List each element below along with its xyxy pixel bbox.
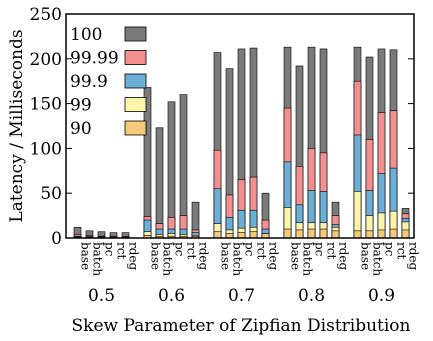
- bar-0.9-batch-p90: [365, 230, 374, 239]
- y-tick-label: 150: [30, 95, 62, 115]
- method-label: pc: [103, 242, 117, 257]
- method-label: batch: [301, 242, 315, 276]
- method-label: batch: [91, 242, 105, 276]
- bar-0.8-batch-p90: [295, 229, 304, 239]
- method-label: rdeg: [337, 242, 351, 271]
- method-label: pc: [313, 242, 327, 257]
- y-tick-label: 50: [40, 184, 62, 204]
- group-label: 0.6: [158, 286, 185, 306]
- method-label: base: [79, 242, 93, 270]
- method-label: rdeg: [127, 242, 141, 271]
- method-label: base: [359, 242, 373, 270]
- method-label: batch: [231, 242, 245, 276]
- y-tick-label: 250: [30, 5, 62, 25]
- method-label: base: [219, 242, 233, 270]
- bar-0.7-rct-p90: [249, 231, 258, 239]
- legend-label: 90: [70, 119, 92, 139]
- group-label: 0.5: [88, 286, 115, 306]
- bar-0.6-batch-p100: [155, 127, 164, 239]
- method-label: batch: [161, 242, 175, 276]
- y-axis: 0 50 100 150 200 250: [30, 5, 414, 249]
- legend-swatch: [124, 50, 147, 65]
- method-label: rct: [325, 242, 339, 259]
- method-label: rdeg: [267, 242, 281, 271]
- bars-layer: [73, 46, 410, 239]
- group-label: 0.9: [368, 286, 395, 306]
- y-tick-label: 100: [30, 139, 62, 159]
- group-label: 0.7: [228, 286, 255, 306]
- x-axis: basebatchpcrctrdeg0.5basebatchpcrctrdeg0…: [79, 242, 421, 306]
- bar-0.7-base-p90: [213, 231, 222, 239]
- legend-swatch: [124, 26, 147, 42]
- legend: 100 99.99 99.9 99 90: [70, 25, 147, 139]
- method-label: rdeg: [407, 242, 421, 271]
- legend-swatch: [124, 97, 147, 112]
- bar-0.9-rdeg-p90: [401, 229, 410, 239]
- method-label: rct: [255, 242, 269, 259]
- bar-0.8-base-p90: [283, 228, 292, 239]
- method-label: pc: [173, 242, 187, 257]
- bar-0.9-pc-p90: [377, 229, 386, 239]
- legend-swatch: [124, 73, 147, 89]
- method-label: base: [149, 242, 163, 270]
- bar-0.8-pc-p90: [307, 228, 316, 239]
- y-tick-label: 200: [30, 50, 62, 70]
- method-label: pc: [243, 242, 257, 257]
- method-label: rct: [185, 242, 199, 259]
- legend-label: 99.9: [70, 72, 108, 92]
- bar-0.7-pc-p90: [237, 232, 246, 239]
- legend-label: 100: [70, 25, 102, 45]
- method-label: rct: [395, 242, 409, 259]
- method-label: pc: [383, 242, 397, 257]
- legend-label: 99: [70, 96, 92, 116]
- x-axis-label: Skew Parameter of Zipfian Distribution: [72, 316, 411, 336]
- method-label: rdeg: [197, 242, 211, 271]
- legend-swatch: [124, 120, 147, 136]
- y-axis-label: Latency / Milliseconds: [7, 29, 27, 222]
- bar-0.8-rct-p90: [319, 228, 328, 239]
- group-label: 0.8: [298, 286, 325, 306]
- method-label: rct: [115, 242, 129, 259]
- plot-frame: [65, 13, 415, 239]
- bar-0.9-rct-p90: [389, 228, 398, 239]
- y-tick-label: 0: [51, 229, 62, 249]
- bar-0.9-base-p90: [353, 230, 362, 239]
- method-label: base: [289, 242, 303, 270]
- bar-0.8-rdeg-p90: [331, 230, 340, 239]
- legend-label: 99.99: [70, 49, 119, 69]
- method-label: batch: [371, 242, 385, 276]
